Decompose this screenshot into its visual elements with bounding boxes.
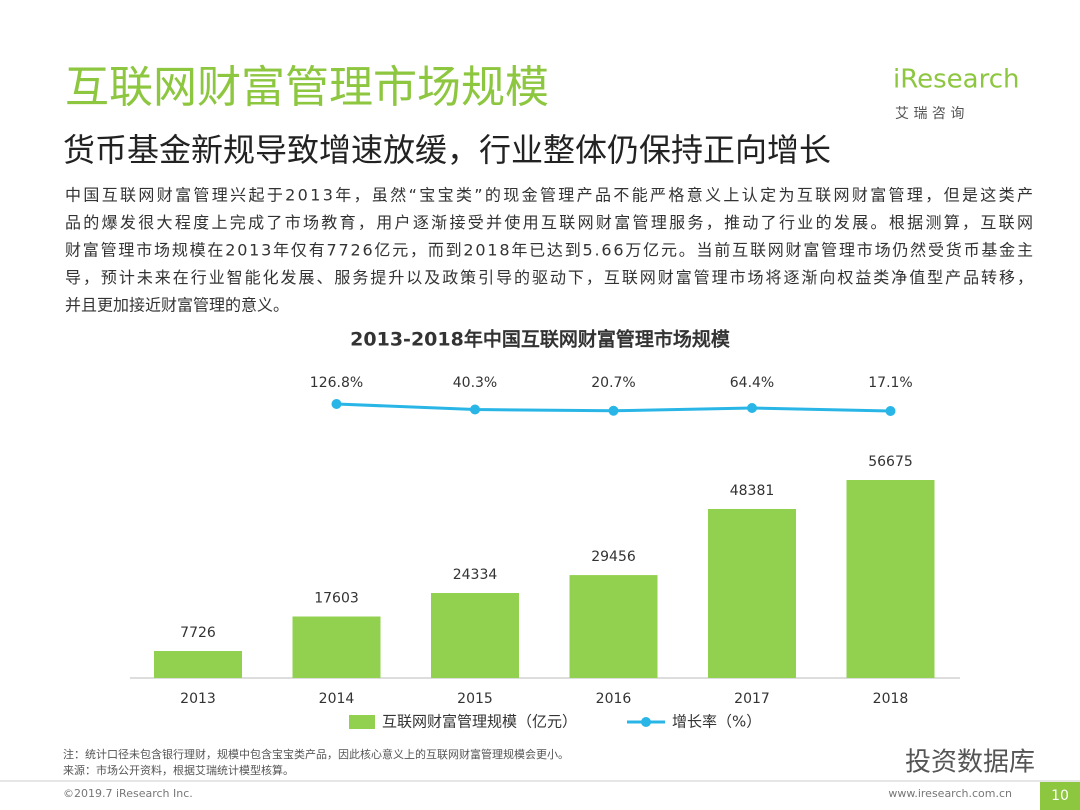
value-label: 126.8% [310,375,363,391]
value-label: 48381 [730,483,775,499]
body-line: 导，预计未来在行业智能化发展、服务提升以及政策引导的驱动下，互联网财富管理市场将… [65,268,1033,287]
bar [292,616,381,678]
value-label: 56675 [868,454,913,470]
legend-swatch [349,715,375,729]
line-point [747,402,757,413]
value-label: 17.1% [868,375,912,391]
note: 注：统计口径未包含银行理财，规模中包含宝宝类产品，因此核心意义上的互联网财富管理… [63,747,569,761]
logo: iResearch [893,65,1019,95]
line-point [885,406,896,416]
legend-swatch [641,717,651,727]
watermark: 投资数据库 [905,748,1035,778]
title: 互联网财富管理市场规模 [65,62,549,113]
line-point [608,405,619,416]
logo-subtitle: 艾 瑞 咨 询 [895,106,964,122]
value-label: 40.3% [453,375,497,391]
copyright: ©2019.7 iResearch Inc. [63,787,193,800]
body-line: 中国互联网财富管理兴起于2013年，虽然“宝宝类”的现金管理产品不能严格意义上认… [65,186,1033,205]
body-line: 品的爆发很大程度上完成了市场教育，用户逐渐接受并使用互联网财富管理服务，推动了行… [65,213,1033,232]
legend-label: 互联网财富管理规模（亿元） [382,713,577,731]
value-label: 64.4% [730,375,774,391]
value-label: 29456 [591,549,636,565]
bar [846,480,935,678]
bar [569,575,658,678]
subtitle: 货币基金新规导致增速放缓，行业整体仍保持正向增长 [63,131,831,169]
value-label: 20.7% [591,375,635,391]
chart-title: 2013-2018年中国互联网财富管理市场规模 [350,328,731,351]
bar [708,508,796,678]
bar [431,592,519,678]
page-number: 10 [1051,788,1069,804]
bar [154,651,242,678]
value-label: 17603 [314,591,359,607]
line-point [470,404,480,415]
url: www.iresearch.com.cn [888,787,1012,800]
x-tick-label: 2018 [873,691,909,707]
x-tick-label: 2016 [596,691,632,707]
body-line: 并且更加接近财富管理的意义。 [65,296,289,315]
note: 来源：市场公开资料，根据艾瑞统计模型核算。 [63,763,294,777]
value-label: 24334 [453,567,498,583]
x-tick-label: 2017 [734,691,770,707]
body-line: 财富管理市场规模在2013年仅有7726亿元，而到2018年已达到5.66万亿元… [65,241,1033,260]
x-tick-label: 2013 [180,691,216,707]
x-tick-label: 2014 [319,691,355,707]
value-label: 7726 [180,625,216,641]
page-badge [1040,782,1080,810]
x-tick-label: 2015 [457,691,493,707]
legend-label: 增长率（%） [672,713,761,731]
line-point [331,399,342,409]
